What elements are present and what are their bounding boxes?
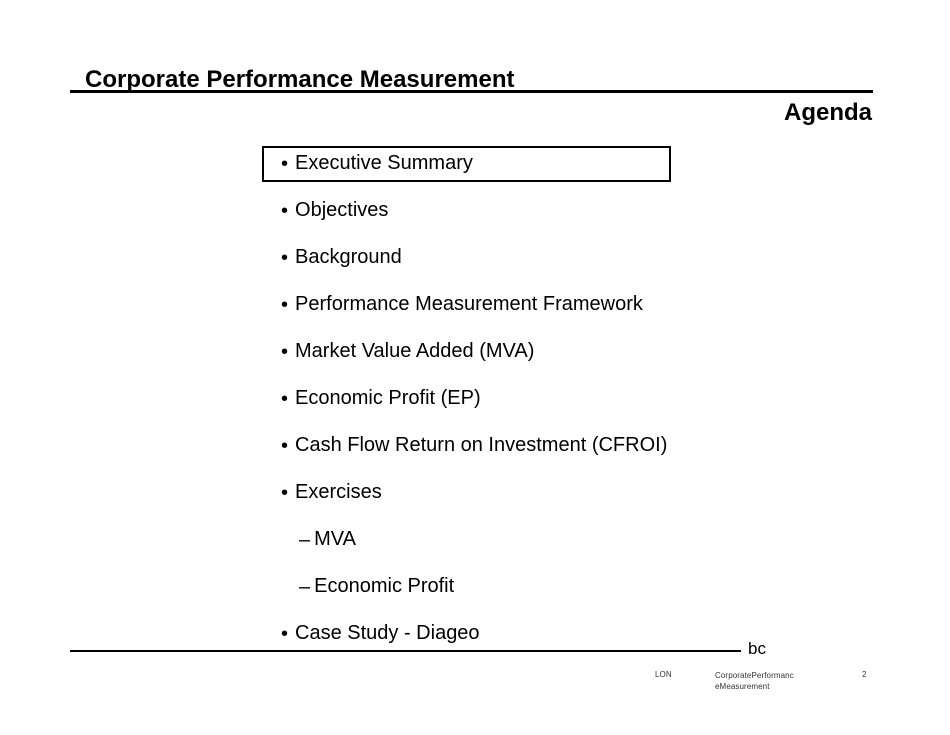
agenda-item-label: Market Value Added (MVA)	[295, 340, 535, 362]
footer-office-code: LON	[655, 670, 672, 679]
footer-document-name-line1: CorporatePerformanc	[715, 671, 794, 680]
agenda-item-cfroi: • Cash Flow Return on Investment (CFROI)	[262, 422, 692, 469]
agenda-item-objectives: • Objectives	[262, 187, 692, 234]
footer-logo: bc	[748, 639, 766, 658]
agenda-subitem-economic-profit: – Economic Profit	[262, 563, 692, 610]
agenda-item-label: Performance Measurement Framework	[295, 293, 643, 315]
page-title: Agenda	[783, 99, 872, 126]
agenda-item-market-value-added: • Market Value Added (MVA)	[262, 328, 692, 375]
agenda-item-economic-profit: • Economic Profit (EP)	[262, 375, 692, 422]
agenda-item-label: Exercises	[295, 481, 382, 503]
header-title: Corporate Performance Measurement	[85, 66, 515, 93]
agenda-item-executive-summary: • Executive Summary	[262, 140, 692, 187]
agenda-item-exercises: • Exercises	[262, 469, 692, 516]
agenda-highlight-box: • Executive Summary	[262, 145, 671, 182]
bullet-icon: •	[281, 293, 289, 316]
bullet-icon: •	[281, 434, 289, 457]
bullet-icon: •	[281, 246, 289, 269]
agenda-item-label: Case Study - Diageo	[295, 622, 480, 644]
agenda-item-label: Background	[295, 246, 402, 268]
footer-document-name: CorporatePerformanc eMeasurement	[715, 670, 810, 692]
footer-rule	[70, 650, 741, 652]
agenda-item-label: Objectives	[295, 199, 389, 221]
agenda-item-performance-measurement-framework: • Performance Measurement Framework	[262, 281, 692, 328]
bullet-icon: •	[281, 340, 289, 363]
page-number: 2	[862, 670, 867, 679]
header-rule	[70, 90, 873, 93]
agenda-subitem-label: MVA	[314, 528, 356, 550]
agenda-item-background: • Background	[262, 234, 692, 281]
agenda-subitem-label: Economic Profit	[314, 575, 455, 597]
bullet-icon: •	[281, 387, 289, 410]
bullet-icon: •	[281, 152, 289, 175]
agenda-item-label: Economic Profit (EP)	[295, 387, 481, 409]
agenda-subitem-mva: – MVA	[262, 516, 692, 563]
bullet-icon: •	[281, 622, 289, 645]
footer-document-name-line2: eMeasurement	[715, 682, 770, 691]
bullet-icon: •	[281, 199, 289, 222]
agenda-item-label: Cash Flow Return on Investment (CFROI)	[295, 434, 668, 456]
agenda-item-label: Executive Summary	[295, 152, 473, 174]
agenda-list: • Executive Summary • Objectives • Backg…	[262, 140, 692, 657]
dash-icon: –	[299, 528, 311, 551]
dash-icon: –	[299, 575, 311, 598]
bullet-icon: •	[281, 481, 289, 504]
agenda-item-case-study-diageo: • Case Study - Diageo	[262, 610, 692, 657]
